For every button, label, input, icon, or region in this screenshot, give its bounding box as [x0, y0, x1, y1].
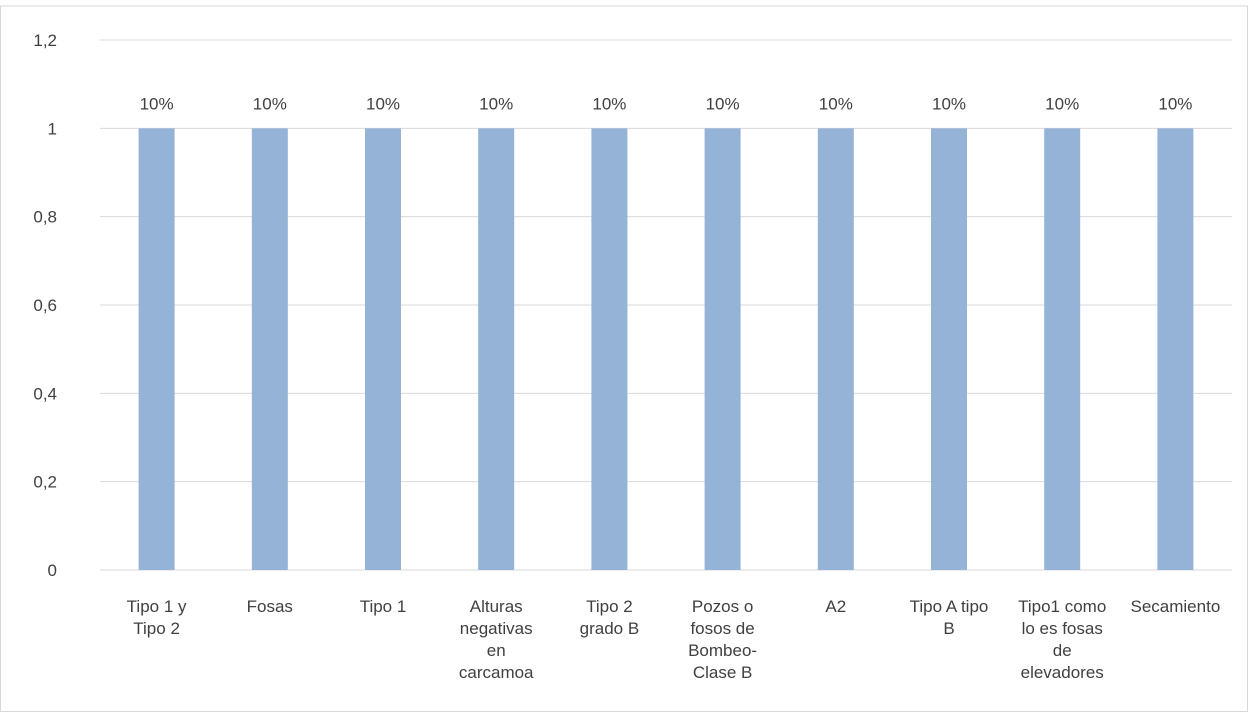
x-tick-label-line: Pozos o: [692, 597, 753, 616]
x-tick-label-line: elevadores: [1021, 663, 1104, 682]
y-tick-label: 0: [48, 561, 57, 580]
x-tick-label-line: Tipo 2: [133, 619, 180, 638]
x-tick-label: Tipo1 como lo es fosas de elevadores: [1018, 597, 1106, 682]
x-tick-label-line: Clase B: [693, 663, 753, 682]
y-tick-label: 1,2: [33, 31, 57, 50]
data-label: 10%: [932, 94, 966, 113]
bar: [931, 128, 967, 571]
y-tick-label: 0,6: [33, 296, 57, 315]
data-label: 10%: [479, 94, 513, 113]
gridlines: [100, 39, 1232, 571]
bar: [817, 128, 854, 571]
data-label: 10%: [140, 94, 174, 113]
bars: [138, 128, 1194, 571]
x-tick-label-line: lo es fosas: [1022, 619, 1103, 638]
x-tick-label-line: carcamoa: [459, 663, 534, 682]
x-tick-label-line: grado B: [580, 619, 640, 638]
data-labels: 10% 10% 10% 10% 10% 10% 10% 10% 10% 10%: [140, 94, 1193, 113]
x-tick-label-line: fosos de: [690, 619, 754, 638]
x-axis-tick-labels: Tipo 1 y Tipo 2 Fosas Tipo 1 Alturas negativa…: [127, 597, 1221, 682]
x-tick-label-line: Bombeo-: [688, 641, 757, 660]
x-tick-label-line: Secamiento: [1131, 597, 1221, 616]
x-tick-label: Tipo 1: [360, 597, 407, 616]
data-label: 10%: [706, 94, 740, 113]
bar: [478, 128, 515, 571]
x-tick-label-line: Alturas: [470, 597, 523, 616]
y-axis-tick-labels: 0 0,2 0,4 0,6 0,8 1 1,2: [33, 31, 57, 580]
x-tick-label: Secamiento: [1131, 597, 1221, 616]
bar: [251, 128, 288, 571]
x-tick-label-line: de: [1053, 641, 1072, 660]
x-tick-label-line: Tipo1 como: [1018, 597, 1106, 616]
x-tick-label: Fosas: [247, 597, 293, 616]
x-tick-label-line: Tipo A tipo: [910, 597, 989, 616]
data-label: 10%: [1045, 94, 1079, 113]
y-tick-label: 0,8: [33, 208, 57, 227]
x-tick-label-line: en: [487, 641, 506, 660]
x-tick-label: Tipo 1 y Tipo 2: [127, 597, 187, 638]
bar: [1157, 128, 1194, 571]
data-label: 10%: [1158, 94, 1192, 113]
x-tick-label-line: Tipo 1 y: [127, 597, 187, 616]
x-tick-label: A2: [825, 597, 846, 616]
data-label: 10%: [819, 94, 853, 113]
x-tick-label-line: Tipo 1: [360, 597, 407, 616]
x-tick-label: Alturas negativas en carcamoa: [459, 597, 534, 682]
x-tick-label: Pozos o fosos de Bombeo- Clase B: [688, 597, 757, 682]
x-tick-label-line: A2: [825, 597, 846, 616]
x-tick-label-line: negativas: [460, 619, 533, 638]
data-label: 10%: [366, 94, 400, 113]
x-tick-label-line: B: [943, 619, 954, 638]
x-tick-label: Tipo A tipo B: [910, 597, 989, 638]
bar: [138, 128, 175, 571]
data-label: 10%: [253, 94, 287, 113]
bar: [365, 128, 401, 571]
y-tick-label: 1: [48, 119, 57, 138]
x-tick-label-line: Fosas: [247, 597, 293, 616]
bar: [591, 128, 628, 571]
x-tick-label-line: Tipo 2: [586, 597, 633, 616]
data-label: 10%: [592, 94, 626, 113]
bar: [1044, 128, 1081, 571]
x-tick-label: Tipo 2 grado B: [580, 597, 640, 638]
y-tick-label: 0,2: [33, 473, 57, 492]
y-tick-label: 0,4: [33, 384, 57, 403]
bar: [704, 128, 741, 571]
